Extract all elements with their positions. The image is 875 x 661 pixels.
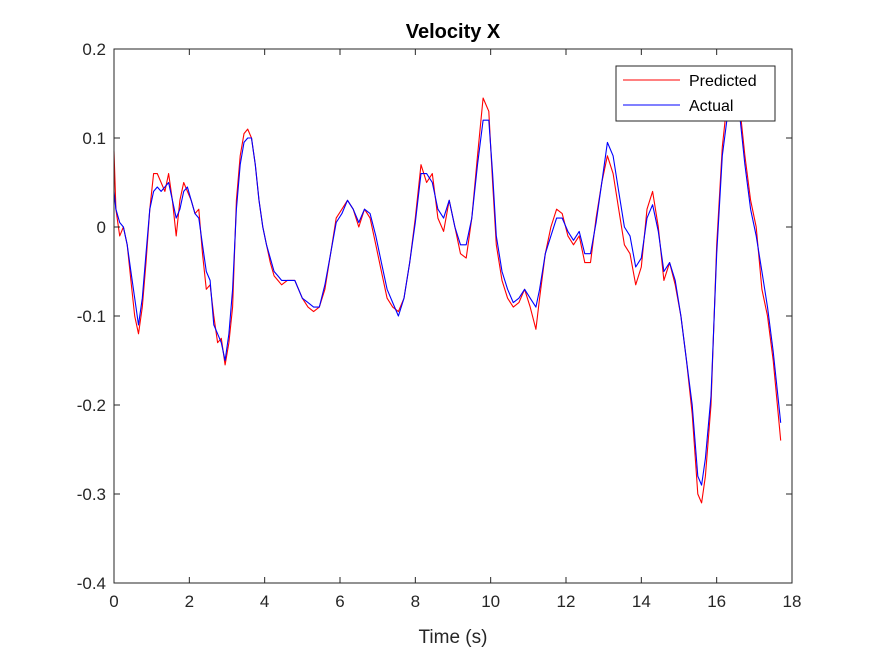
y-tick-label: -0.2 [77, 396, 106, 415]
x-axis-label: Time (s) [419, 627, 488, 648]
y-tick-label: -0.1 [77, 307, 106, 326]
x-tick-label: 12 [557, 592, 576, 611]
legend-label-actual: Actual [689, 98, 733, 115]
x-tick-label: 10 [481, 592, 500, 611]
legend-label-predicted: Predicted [689, 73, 757, 90]
series-layer [113, 84, 782, 504]
legend: Predicted Actual [615, 65, 776, 122]
y-tick-label: -0.3 [77, 485, 106, 504]
x-axis: 0 2 4 6 8 10 12 14 16 18 [109, 49, 801, 611]
x-tick-label: 18 [783, 592, 802, 611]
x-tick-label: 14 [632, 592, 651, 611]
x-tick-label: 4 [260, 592, 269, 611]
x-tick-label: 8 [411, 592, 420, 611]
series-line-actual [113, 92, 782, 486]
y-tick-label: 0.2 [82, 40, 106, 59]
chart-title: Velocity X [406, 21, 501, 43]
x-tick-label: 6 [335, 592, 344, 611]
x-tick-label: 2 [185, 592, 194, 611]
legend-box [615, 65, 776, 122]
x-tick-label: 0 [109, 592, 118, 611]
x-tick-label: 16 [707, 592, 726, 611]
y-axis: -0.4 -0.3 -0.2 -0.1 0 0.1 0.2 [77, 40, 792, 593]
y-tick-label: 0.1 [82, 129, 106, 148]
plot-area [114, 49, 792, 583]
y-tick-label: -0.4 [77, 574, 106, 593]
y-tick-label: 0 [97, 218, 106, 237]
